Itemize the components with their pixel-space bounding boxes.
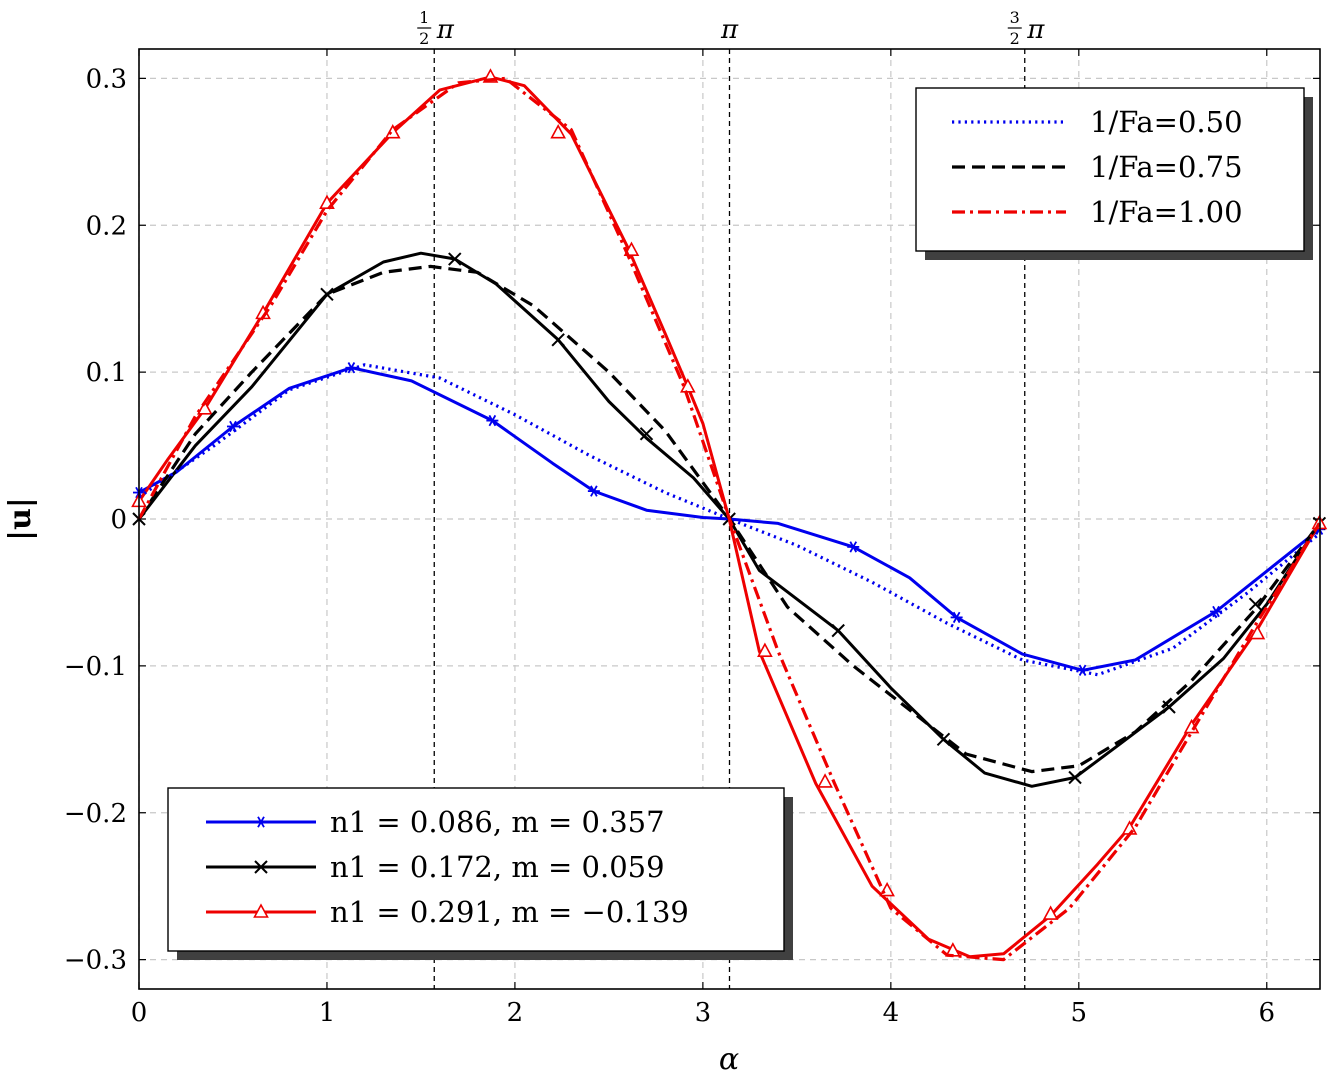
x-tick-label: 1	[319, 998, 336, 1028]
y-tick-label: 0.2	[86, 211, 127, 241]
top-tick-label: 1 2 π	[417, 8, 455, 48]
top-tick-symbol: π	[1026, 15, 1045, 45]
top-tick-numerator: 3	[1010, 8, 1020, 27]
data-marker	[1042, 905, 1059, 920]
top-tick-denominator: 2	[419, 29, 429, 48]
data-marker	[817, 773, 833, 788]
x-tick-label: 2	[507, 998, 524, 1028]
x-tick-label: 4	[883, 998, 900, 1028]
legend-entry-label: 1/Fa=0.50	[1090, 105, 1243, 139]
y-tick-label: 0.1	[86, 358, 127, 388]
data-marker	[253, 903, 269, 918]
data-marker	[1249, 624, 1266, 640]
series-line	[138, 363, 1321, 677]
data-marker	[587, 485, 600, 497]
data-marker	[639, 427, 654, 441]
data-marker	[950, 611, 963, 624]
legend-box	[915, 87, 1305, 252]
x-tick-label: 3	[695, 998, 712, 1028]
series-group	[131, 68, 1328, 962]
x-tick-label: 5	[1071, 998, 1088, 1028]
legend-entry-label: 1/Fa=1.00	[1090, 195, 1243, 229]
data-marker	[254, 860, 268, 874]
top-tick-numerator: 1	[419, 8, 429, 27]
legend-entry-label: n1 = 0.172, m = 0.059	[330, 850, 665, 884]
y-tick-label: −0.3	[64, 946, 127, 976]
data-marker	[680, 378, 696, 393]
data-marker	[879, 881, 895, 897]
top-tick-label: 3 2 π	[1007, 8, 1045, 48]
x-tick-label: 6	[1258, 998, 1275, 1028]
data-marker	[448, 252, 462, 266]
ticks: 0 1 2 3 4 5 6 0.3 0.2 0.1 0 −0.1 −0.2 −0.3	[64, 49, 1320, 1028]
x-axis-label: α	[719, 1042, 739, 1077]
data-marker	[255, 816, 267, 828]
x-tick-label: 0	[131, 998, 148, 1028]
data-marker	[1068, 770, 1082, 785]
data-marker	[551, 333, 565, 347]
series-line	[137, 75, 1321, 959]
y-tick-label: 0.3	[86, 64, 127, 94]
y-tick-label: 0	[110, 505, 127, 535]
top-tick-labels: 12 π π 32 π	[417, 8, 1045, 48]
data-marker	[757, 642, 773, 657]
data-marker	[550, 124, 566, 139]
legend-box	[167, 787, 785, 952]
y-tick-label: −0.2	[64, 799, 127, 829]
data-marker	[936, 732, 951, 747]
y-axis-label-group: |u|	[3, 497, 38, 541]
data-marker	[847, 541, 860, 553]
top-tick-label: π	[720, 15, 739, 45]
data-marker	[196, 400, 213, 415]
data-marker	[1248, 597, 1263, 611]
legend-entry-label: n1 = 0.291, m = −0.139	[330, 895, 689, 929]
data-marker	[831, 623, 845, 638]
y-axis-label: |u|	[3, 497, 38, 541]
legend-bottom-left: n1 = 0.086, m = 0.357 n1 = 0.172, m = 0.0…	[167, 787, 793, 960]
data-marker	[486, 414, 499, 427]
legend-entry-label: 1/Fa=0.75	[1090, 150, 1243, 184]
legend-top-right: 1/Fa=0.50 1/Fa=0.75 1/Fa=1.00	[915, 87, 1313, 260]
top-tick-symbol: π	[436, 15, 455, 45]
top-tick-denominator: 2	[1010, 29, 1020, 48]
legend-entry-label: n1 = 0.086, m = 0.357	[330, 805, 665, 839]
series-line	[137, 76, 1321, 962]
y-tick-label: −0.1	[64, 652, 127, 682]
